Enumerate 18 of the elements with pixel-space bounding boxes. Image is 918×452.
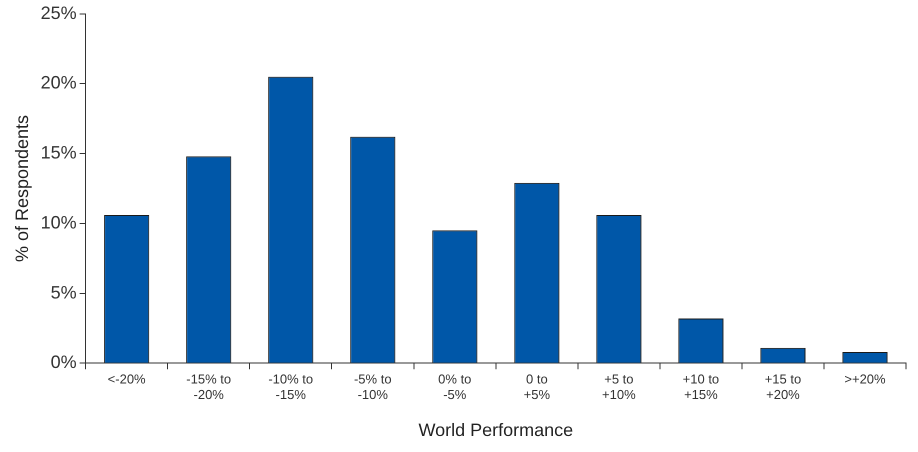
x-tick-label: -5% to -10% xyxy=(354,372,392,402)
y-tick-label: 5% xyxy=(50,282,77,302)
y-tick-label: 25% xyxy=(40,2,77,23)
x-tick-label: -15% to -20% xyxy=(186,372,232,402)
x-tick-label: <-20% xyxy=(108,372,146,387)
y-tick-label: 15% xyxy=(40,142,77,163)
x-axis-title: World Performance xyxy=(418,420,574,440)
x-tick-label: +15 to +20% xyxy=(764,372,802,402)
x-tick-label: 0% to -5% xyxy=(438,372,472,402)
y-tick-label: 0% xyxy=(50,352,77,372)
x-tick-label: +5 to +10% xyxy=(602,372,636,402)
x-tick-label: 0 to +5% xyxy=(524,372,550,402)
x-tick-label: -10% to -15% xyxy=(268,372,314,402)
y-tick-label: 10% xyxy=(40,212,77,232)
x-tick-label: +10 to +15% xyxy=(682,372,720,402)
y-axis-title: % of Respondents xyxy=(12,114,32,262)
x-tick-label: >+20% xyxy=(844,372,886,387)
y-tick-label: 20% xyxy=(40,72,77,93)
